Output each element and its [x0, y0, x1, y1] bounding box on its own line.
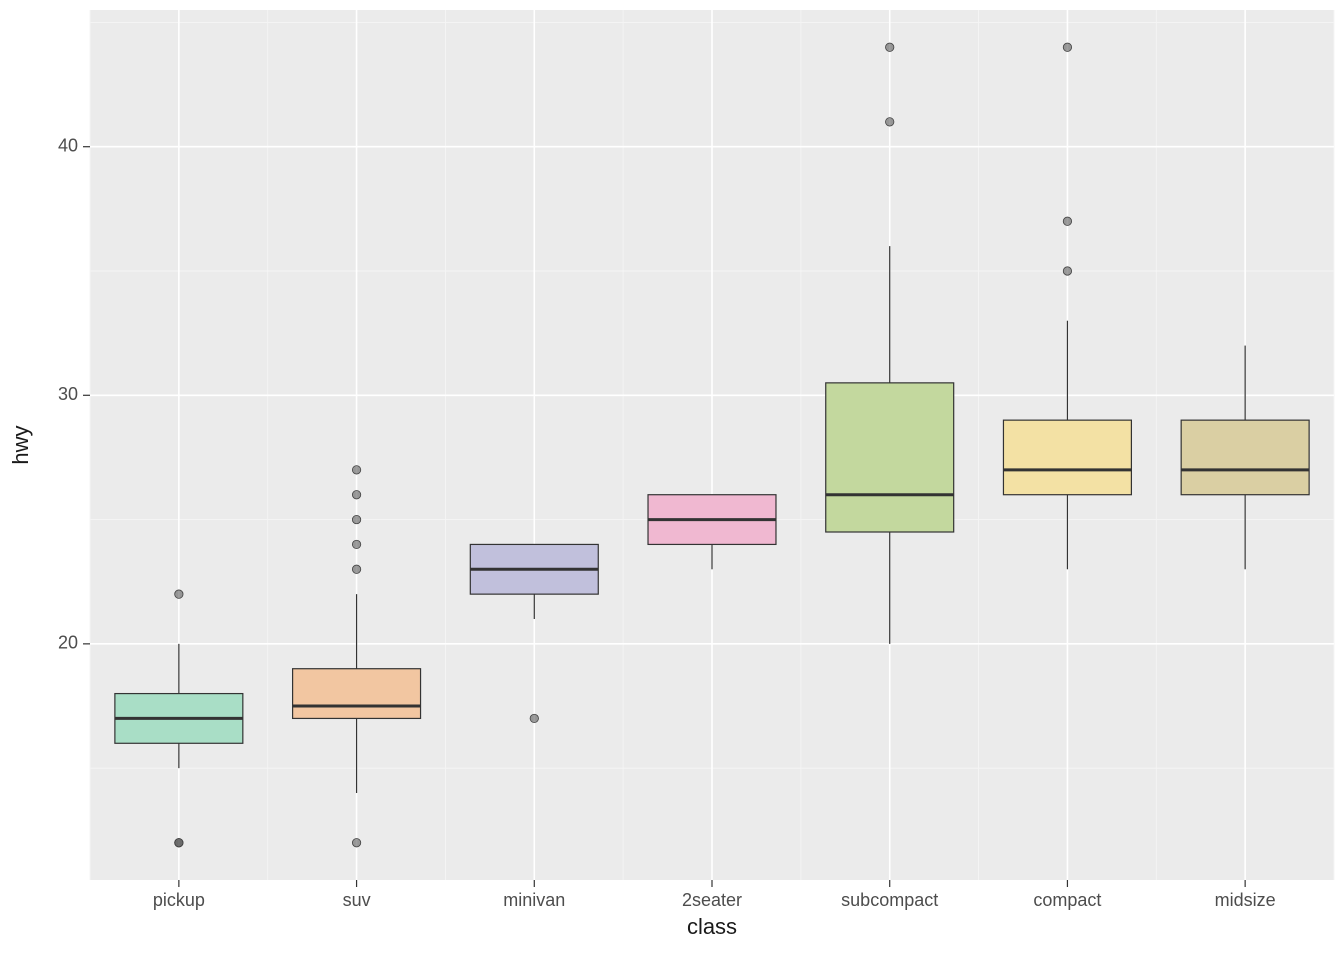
outlier-point	[1063, 217, 1071, 225]
x-axis-title: class	[687, 914, 737, 939]
boxplot-chart: 20 30 40 pickup suv minivan 2seater subcompact c…	[0, 0, 1344, 960]
outlier-point	[175, 590, 183, 598]
outlier-point	[352, 540, 360, 548]
x-tick-label: midsize	[1215, 890, 1276, 910]
x-tick-label: subcompact	[841, 890, 938, 910]
outlier-point	[352, 515, 360, 523]
outlier-point	[530, 714, 538, 722]
x-tick-label: minivan	[503, 890, 565, 910]
y-tick-label: 20	[58, 633, 78, 653]
x-tick-label: pickup	[153, 890, 205, 910]
x-tick-label: compact	[1033, 890, 1101, 910]
y-axis-title: hwy	[8, 425, 33, 464]
chart-svg: 20 30 40 pickup suv minivan 2seater subcompact c…	[0, 0, 1344, 960]
x-tick-label: suv	[343, 890, 371, 910]
outlier-point	[352, 466, 360, 474]
box	[1181, 420, 1309, 495]
box	[826, 383, 954, 532]
y-tick-label: 30	[58, 384, 78, 404]
outlier-point	[352, 491, 360, 499]
outlier-point	[352, 565, 360, 573]
box	[1003, 420, 1131, 495]
outlier-point	[352, 839, 360, 847]
y-tick-label: 40	[58, 135, 78, 155]
outlier-point	[175, 839, 183, 847]
outlier-point	[886, 43, 894, 51]
outlier-point	[1063, 267, 1071, 275]
box	[293, 669, 421, 719]
outlier-point	[886, 118, 894, 126]
x-tick-label: 2seater	[682, 890, 742, 910]
outlier-point	[1063, 43, 1071, 51]
